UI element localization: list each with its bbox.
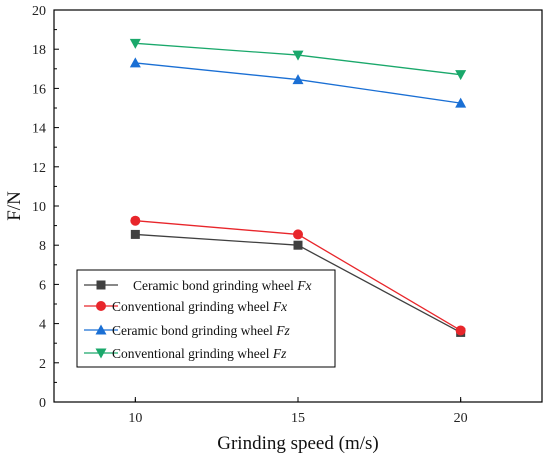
y-tick-label: 8 — [39, 239, 46, 254]
data-point — [130, 229, 140, 239]
y-tick-label: 4 — [39, 318, 46, 333]
data-point — [292, 50, 304, 61]
data-point — [455, 325, 466, 336]
x-axis: 10 15 20 — [128, 397, 468, 426]
y-tick-label: 6 — [39, 278, 46, 293]
data-point — [455, 70, 467, 81]
y-tick-label: 10 — [32, 200, 46, 215]
legend-marker — [96, 301, 106, 311]
data-point — [293, 229, 303, 240]
y-axis-title: F/N — [4, 191, 25, 221]
y-tick-label: 16 — [32, 82, 46, 97]
y-tick-label: 14 — [32, 122, 46, 137]
legend-entry: Conventional grinding wheel Fz — [84, 346, 287, 361]
y-axis: 0 2 4 6 8 10 12 14 16 18 20 — [32, 4, 59, 411]
legend-label: Ceramic bond grinding wheel Fz — [112, 323, 290, 338]
y-tick-label: 18 — [32, 43, 46, 58]
series-4 — [129, 38, 467, 81]
data-point — [130, 215, 141, 226]
legend-label: Conventional grinding wheel Fz — [112, 346, 287, 361]
legend-marker — [95, 348, 107, 359]
data-point — [455, 97, 467, 108]
data-point — [129, 57, 141, 68]
y-tick-label: 2 — [39, 357, 46, 372]
legend-entry: Ceramic bond grinding wheel Fx — [84, 278, 311, 293]
legend-marker — [95, 324, 107, 335]
legend-entry: Ceramic bond grinding wheel Fz — [84, 323, 290, 338]
y-tick-label: 20 — [32, 4, 46, 19]
y-tick-label: 0 — [39, 396, 46, 411]
data-point — [129, 38, 141, 49]
legend-marker — [96, 280, 106, 290]
data-point — [292, 74, 304, 85]
x-tick-label: 20 — [454, 411, 468, 426]
legend: Ceramic bond grinding wheel Fx Convention… — [76, 269, 336, 368]
legend-label: Ceramic bond grinding wheel Fx — [133, 278, 311, 293]
legend-box — [76, 269, 336, 368]
x-axis-title: Grinding speed (m/s) — [217, 433, 378, 454]
x-tick-label: 15 — [291, 411, 305, 426]
legend-label: Conventional grinding wheel Fx — [112, 299, 287, 314]
series-3 — [129, 57, 467, 108]
series-layer — [129, 38, 467, 337]
series-2 — [130, 215, 466, 336]
x-tick-label: 10 — [128, 411, 142, 426]
y-tick-label: 12 — [32, 161, 46, 176]
data-point — [293, 240, 303, 250]
legend-entry: Conventional grinding wheel Fx — [84, 299, 287, 314]
